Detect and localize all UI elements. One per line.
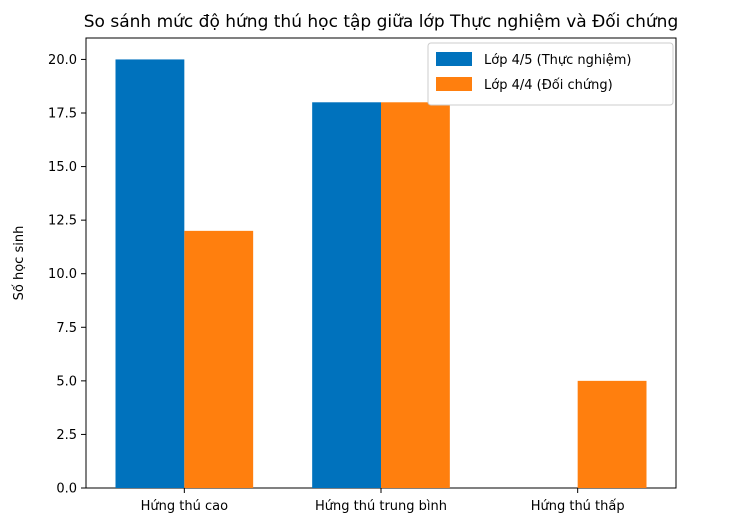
y-tick-label: 2.5 [56,428,77,443]
y-tick-label: 17.5 [48,107,77,122]
y-tick-label: 12.5 [48,214,77,229]
x-tick-label: Hứng thú cao [141,499,228,514]
chart-title: So sánh mức độ hứng thú học tập giữa lớp… [84,11,679,32]
x-tick-label: Hứng thú trung bình [315,499,447,514]
bar-series2-cat3 [578,381,647,488]
x-tick-label: Hứng thú thấp [531,499,625,514]
y-tick-label: 5.0 [56,374,77,389]
legend-swatch [436,52,472,66]
bar-series1-cat2 [312,102,381,488]
y-tick-label: 20.0 [48,53,77,68]
bar-series2-cat2 [381,102,450,488]
y-axis-label: Số học sinh [12,226,27,301]
bar-series2-cat1 [184,231,253,488]
legend: Lớp 4/5 (Thực nghiệm) Lớp 4/4 (Đối chứng) [428,43,673,105]
y-tick-label: 10.0 [48,267,77,282]
y-tick-label: 0.0 [56,482,77,497]
legend-swatch [436,77,472,91]
plot-area: 0.0 2.5 5.0 7.5 10.0 12.5 15.0 17.5 20.0 Hứng th… [48,38,676,514]
legend-label: Lớp 4/5 (Thực nghiệm) [484,53,631,68]
y-tick-label: 7.5 [56,321,77,336]
y-tick-label: 15.0 [48,160,77,175]
bar-series1-cat1 [116,59,185,488]
legend-label: Lớp 4/4 (Đối chứng) [484,78,613,93]
